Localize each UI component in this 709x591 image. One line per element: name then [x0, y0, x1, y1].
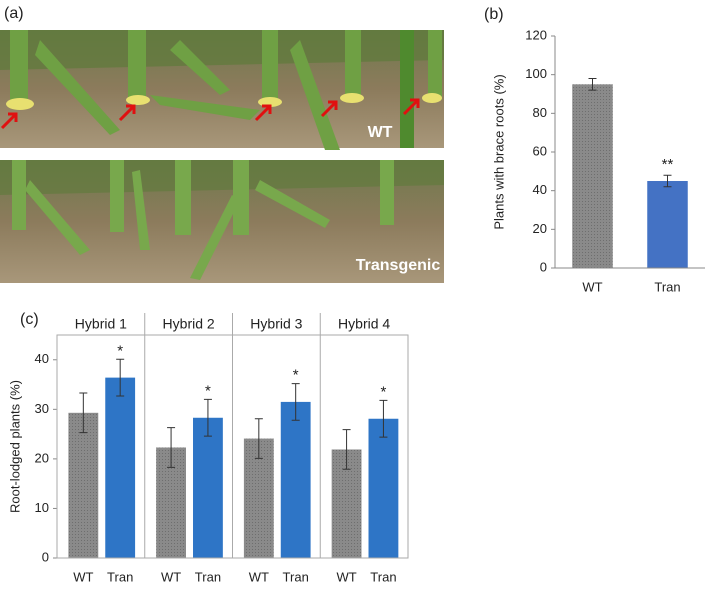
- x-tick-label: Tran: [195, 569, 221, 584]
- bar: [105, 377, 136, 558]
- x-tick-label: WT: [161, 569, 181, 584]
- plot-frame: [56, 334, 409, 559]
- significance: *: [381, 383, 387, 400]
- x-tick-label: WT: [73, 569, 93, 584]
- error-bar: [254, 418, 263, 459]
- bar: [280, 401, 311, 558]
- bar: [368, 418, 399, 558]
- bar: [68, 412, 99, 558]
- error-bar: [342, 429, 351, 470]
- error-bar: [291, 383, 300, 421]
- significance: *: [293, 367, 299, 384]
- error-bar: [203, 398, 212, 437]
- y-axis-label: Root-lodged plants (%): [7, 380, 22, 513]
- y-tick-label: 20: [35, 450, 49, 465]
- y-tick-label: 100: [525, 66, 547, 81]
- error-bar: [116, 358, 125, 397]
- y-tick-label: 40: [35, 351, 49, 366]
- y-tick-label: 0: [540, 259, 547, 274]
- x-tick-label: Tran: [370, 569, 396, 584]
- x-tick-label: Tran: [654, 279, 680, 294]
- panel-label: (b): [484, 6, 504, 23]
- y-axis-label: Plants with brace roots (%): [491, 74, 506, 229]
- significance: *: [205, 382, 211, 399]
- group-label: Hybrid 1: [75, 316, 127, 332]
- x-tick-label: Tran: [283, 569, 309, 584]
- panel-label: (c): [20, 311, 39, 328]
- error-bar: [379, 399, 388, 438]
- photo-wt: WT: [0, 30, 444, 150]
- x-tick-label: WT: [336, 569, 356, 584]
- group-label: Hybrid 2: [163, 316, 215, 332]
- x-tick-label: WT: [249, 569, 269, 584]
- y-tick-label: 10: [35, 500, 49, 515]
- y-tick-label: 60: [533, 143, 547, 158]
- photo-label: Transgenic: [356, 257, 441, 274]
- error-bar: [79, 392, 88, 434]
- bar: [572, 84, 613, 268]
- group-label: Hybrid 4: [338, 316, 390, 332]
- x-tick-label: Tran: [107, 569, 133, 584]
- significance: **: [662, 156, 674, 173]
- y-tick-label: 0: [42, 549, 49, 564]
- x-tick-label: WT: [582, 279, 602, 294]
- error-bar: [663, 174, 672, 188]
- photo-transgenic: Transgenic: [0, 160, 444, 283]
- photo-label: WT: [368, 124, 393, 141]
- y-tick-label: 30: [35, 401, 49, 416]
- y-tick-label: 120: [525, 27, 547, 42]
- significance: *: [117, 342, 123, 359]
- bar: [647, 181, 688, 268]
- error-bar: [588, 78, 597, 91]
- y-tick-label: 80: [533, 105, 547, 120]
- panel-label: (a): [4, 5, 24, 22]
- group-label: Hybrid 3: [250, 316, 302, 332]
- y-tick-label: 20: [533, 221, 547, 236]
- bar: [193, 417, 223, 558]
- y-tick-label: 40: [533, 182, 547, 197]
- error-bar: [167, 427, 176, 468]
